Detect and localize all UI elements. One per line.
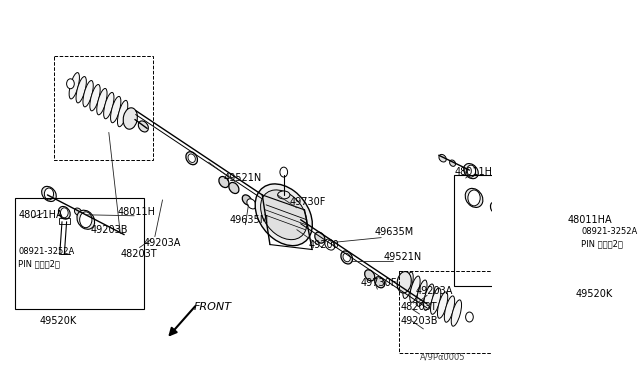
Text: 49200: 49200 (308, 240, 339, 250)
Ellipse shape (431, 288, 441, 314)
Circle shape (468, 190, 480, 206)
Text: 48011H: 48011H (118, 207, 156, 217)
Text: 49730F: 49730F (289, 197, 326, 207)
Text: 49730F: 49730F (360, 278, 397, 288)
Text: 49520K: 49520K (40, 316, 77, 326)
Circle shape (44, 188, 54, 200)
Text: A/9Pα0005: A/9Pα0005 (420, 352, 465, 361)
Text: 49203A: 49203A (416, 286, 453, 296)
Bar (15, 198, 144, 309)
Text: PIN ピン（2）: PIN ピン（2） (19, 259, 60, 268)
Text: 49203A: 49203A (143, 238, 180, 248)
Ellipse shape (260, 190, 307, 240)
Ellipse shape (243, 195, 252, 205)
Ellipse shape (417, 280, 427, 307)
Ellipse shape (97, 89, 107, 115)
Ellipse shape (86, 215, 93, 221)
Circle shape (79, 212, 92, 228)
Ellipse shape (77, 210, 95, 229)
Ellipse shape (451, 300, 461, 326)
Ellipse shape (490, 202, 502, 214)
Ellipse shape (104, 92, 114, 119)
Ellipse shape (365, 270, 375, 281)
Ellipse shape (188, 154, 195, 163)
Circle shape (466, 312, 473, 322)
Ellipse shape (374, 277, 385, 288)
Ellipse shape (397, 272, 412, 293)
Ellipse shape (219, 176, 229, 187)
Circle shape (467, 165, 476, 177)
Ellipse shape (118, 100, 128, 127)
Text: 48011H: 48011H (454, 167, 492, 177)
Text: 08921-3252A: 08921-3252A (19, 247, 74, 256)
Text: 49521N: 49521N (224, 173, 262, 183)
Ellipse shape (229, 182, 239, 193)
Ellipse shape (83, 80, 93, 107)
Circle shape (280, 167, 287, 177)
Ellipse shape (315, 232, 325, 243)
Circle shape (492, 203, 500, 213)
Ellipse shape (424, 284, 434, 310)
Ellipse shape (76, 77, 86, 103)
Text: 49520K: 49520K (575, 289, 612, 299)
Ellipse shape (138, 121, 148, 132)
Ellipse shape (463, 164, 478, 179)
Ellipse shape (410, 276, 420, 302)
Ellipse shape (74, 208, 82, 216)
Ellipse shape (255, 184, 312, 246)
Ellipse shape (343, 253, 350, 262)
Ellipse shape (69, 73, 79, 99)
Bar (399, 271, 499, 353)
Text: FRONT: FRONT (193, 302, 231, 312)
Text: PIN ピン（2）: PIN ピン（2） (582, 239, 623, 248)
Circle shape (60, 208, 68, 218)
Text: 48011HA: 48011HA (568, 215, 612, 225)
Bar (495, 211, 506, 217)
Ellipse shape (186, 152, 198, 165)
Ellipse shape (465, 188, 483, 208)
Text: 49203B: 49203B (401, 316, 438, 326)
Text: 49521N: 49521N (383, 253, 422, 263)
Ellipse shape (403, 272, 413, 298)
Ellipse shape (450, 160, 456, 166)
Ellipse shape (123, 108, 138, 129)
Text: 49203B: 49203B (90, 225, 128, 235)
Text: 48011HA: 48011HA (19, 210, 63, 220)
Text: 49635M: 49635M (374, 227, 413, 237)
Ellipse shape (111, 96, 121, 123)
Text: 48203T: 48203T (120, 250, 157, 260)
Bar (59, 218, 70, 224)
Ellipse shape (58, 206, 70, 219)
Ellipse shape (90, 84, 100, 111)
Text: 48203T: 48203T (401, 302, 437, 312)
Ellipse shape (439, 154, 446, 162)
Ellipse shape (278, 191, 290, 199)
Ellipse shape (437, 292, 448, 318)
Ellipse shape (341, 251, 353, 264)
Circle shape (67, 79, 74, 89)
Ellipse shape (324, 239, 335, 250)
Ellipse shape (247, 199, 256, 209)
Ellipse shape (444, 296, 454, 322)
Text: 49635M: 49635M (230, 215, 269, 225)
Bar (54, 56, 154, 160)
Text: 08921-3252A: 08921-3252A (582, 227, 637, 236)
Bar (454, 175, 583, 286)
Ellipse shape (42, 186, 56, 202)
